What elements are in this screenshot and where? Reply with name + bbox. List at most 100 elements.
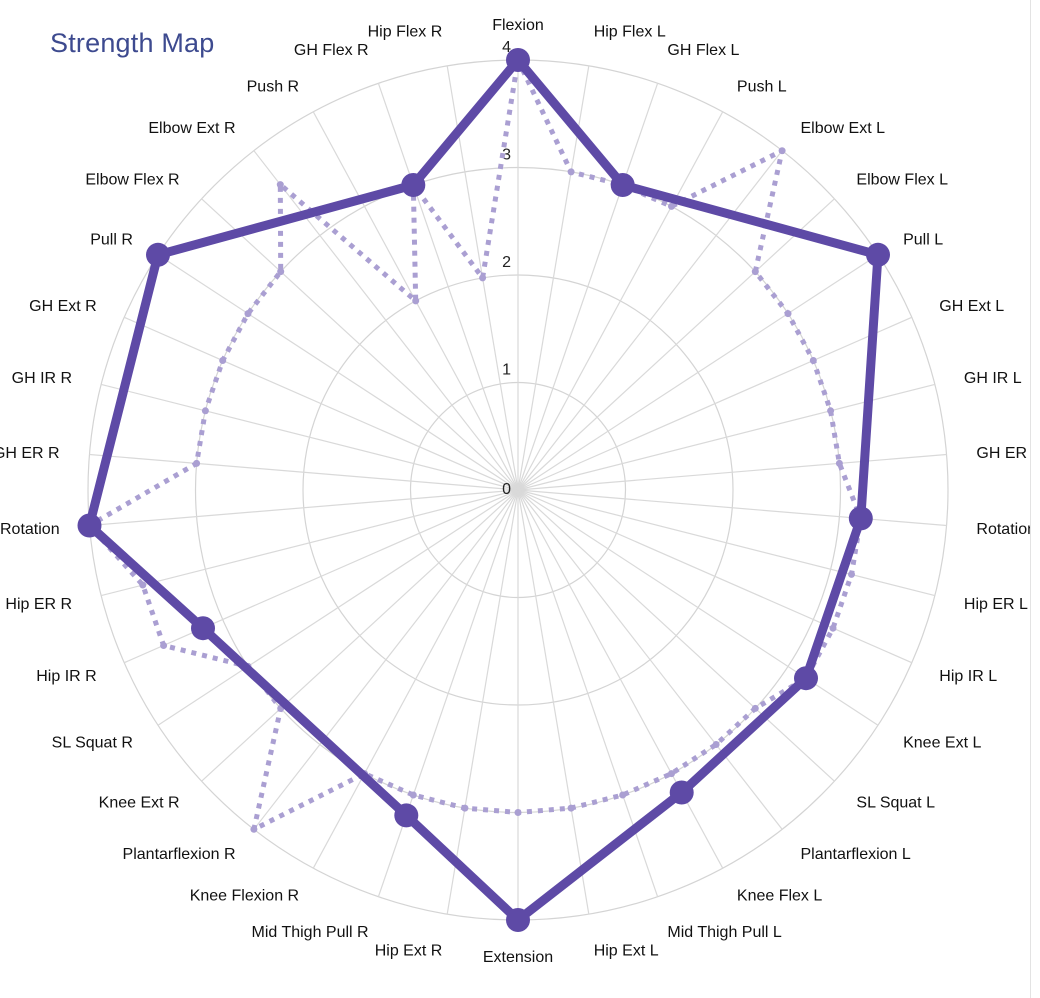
series-point-dotted <box>250 825 258 833</box>
series-point-dotted <box>193 459 201 467</box>
axis-label: Hip ER R <box>5 596 72 613</box>
axis-label: Plantarflexion L <box>801 846 911 863</box>
series-point-dotted <box>848 570 855 578</box>
axis-label: Hip Flex L <box>594 23 666 40</box>
grid-spoke <box>517 489 935 597</box>
tick-label: 3 <box>502 147 511 164</box>
series-point-solid <box>669 780 694 805</box>
radar-series <box>77 48 890 932</box>
grid-spoke <box>123 316 519 491</box>
series-point-dotted <box>619 791 627 799</box>
grid-spoke <box>253 489 519 830</box>
series-point-dotted <box>139 581 147 589</box>
grid-spoke <box>517 254 879 491</box>
grid-spoke <box>517 83 659 491</box>
axis-label: Elbow Ext L <box>801 120 886 137</box>
series-point-dotted <box>778 147 786 155</box>
axis-label: SL Squat R <box>52 735 133 752</box>
grid-spoke <box>201 489 519 782</box>
axis-label: Mid Thigh Pull R <box>252 924 369 941</box>
series-point-dotted <box>827 407 835 415</box>
axis-label: GH Flex L <box>667 42 739 59</box>
series-point-dotted <box>829 624 837 632</box>
series-point-dotted <box>751 704 759 712</box>
series-point-dotted <box>160 642 168 649</box>
axis-label: GH ER L <box>976 445 1030 462</box>
axis-label: GH Ext R <box>29 298 97 315</box>
grid-spoke <box>89 489 519 527</box>
grid-spoke <box>157 254 519 491</box>
series-point-solid <box>506 48 530 72</box>
axis-label: Hip IR L <box>939 668 997 685</box>
axis-label: Elbow Flex L <box>856 172 948 189</box>
axis-label: GH Ext L <box>939 298 1004 315</box>
grid-spoke <box>157 489 519 726</box>
series-point-dotted <box>784 310 792 318</box>
axis-label: GH IR R <box>12 370 72 387</box>
grid-spoke <box>123 489 519 664</box>
series-point-dotted <box>277 268 285 276</box>
series-point-dotted <box>567 804 575 812</box>
series-point-dotted <box>461 804 469 812</box>
grid-spoke <box>377 83 519 491</box>
grid-spoke <box>517 489 879 726</box>
series-point-solid <box>506 908 530 932</box>
axis-label: Push L <box>737 78 787 95</box>
series-point-dotted <box>409 791 417 799</box>
series-point-dotted <box>567 168 575 176</box>
series-point-dotted <box>835 459 843 467</box>
axis-label: Knee Ext R <box>99 795 180 812</box>
series-point-solid <box>866 242 890 267</box>
radar-grid <box>87 59 949 921</box>
axis-label: Extension <box>483 949 553 966</box>
series-point-dotted <box>514 809 522 816</box>
series-point-solid <box>77 513 102 538</box>
grid-spoke <box>517 453 947 491</box>
grid-spoke <box>517 489 783 830</box>
axis-label: Rotation L <box>976 521 1030 538</box>
tick-label: 2 <box>502 254 511 271</box>
grid-spoke <box>101 489 519 597</box>
axis-label: Hip ER L <box>964 596 1028 613</box>
tick-label: 4 <box>502 39 511 56</box>
series-point-dotted <box>412 297 420 305</box>
grid-spoke <box>517 489 590 915</box>
grid-spoke <box>517 111 724 491</box>
grid-spoke <box>517 489 724 869</box>
axis-label: Hip Ext L <box>594 943 659 960</box>
axis-label: Hip IR R <box>36 668 96 685</box>
series-point-dotted <box>276 181 284 189</box>
tick-label: 1 <box>502 362 511 379</box>
grid-spoke <box>312 489 519 869</box>
series-point-dotted <box>668 770 675 778</box>
axis-label: Knee Ext L <box>903 735 981 752</box>
axis-label: Rotation <box>0 521 60 538</box>
grid-spoke <box>517 316 913 491</box>
series-point-solid <box>794 666 818 691</box>
axis-label: Pull R <box>90 231 133 248</box>
chart-title: Strength Map <box>50 28 215 58</box>
grid-spoke <box>517 489 913 664</box>
grid-spoke <box>253 150 519 491</box>
grid-spoke <box>517 489 835 782</box>
axis-label: Hip Flex R <box>368 23 443 40</box>
grid-spoke <box>517 198 835 491</box>
grid-spoke <box>517 489 659 897</box>
series-point-solid <box>401 173 426 197</box>
series-point-solid <box>610 173 635 197</box>
grid-spoke <box>89 453 519 491</box>
series-point-dotted <box>244 310 252 318</box>
axis-label: GH IR L <box>964 370 1022 387</box>
axis-label: GH ER R <box>0 445 60 462</box>
series-point-dotted <box>479 274 487 282</box>
tick-label: 0 <box>502 481 511 498</box>
axis-label: Mid Thigh Pull L <box>667 924 782 941</box>
axis-label: GH Flex R <box>294 42 369 59</box>
axis-label: Flexion <box>492 17 544 34</box>
series-point-dotted <box>809 357 817 364</box>
grid-spoke <box>201 198 519 491</box>
radial-tick-labels: 0 1 2 3 4 <box>502 39 511 498</box>
series-line-solid <box>85 55 883 925</box>
